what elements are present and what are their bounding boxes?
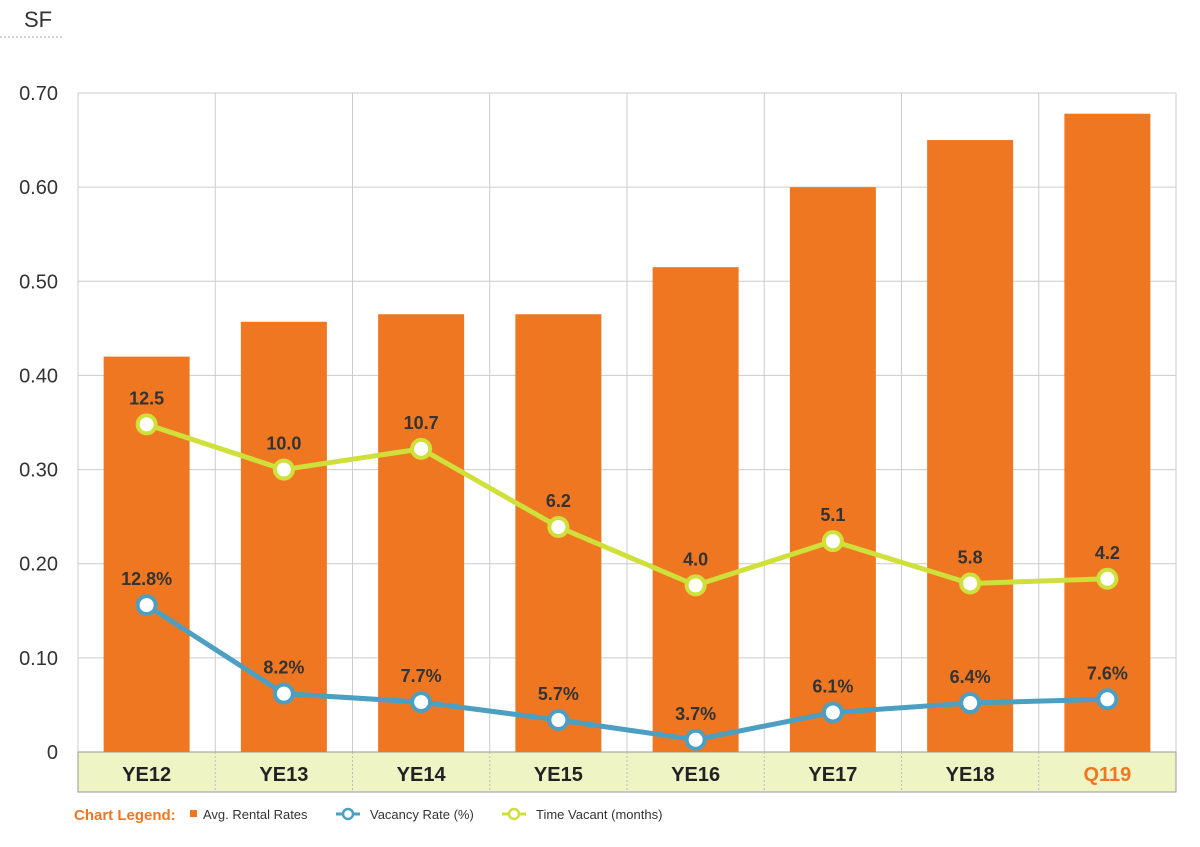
- series-point-time-vacant-months: [1096, 567, 1119, 590]
- legend-marker-time-vacant-months: [507, 807, 521, 821]
- series-point-time-vacant-months: [547, 515, 570, 538]
- series-point-vacancy-rate: [547, 708, 570, 731]
- series-point-vacancy-rate: [272, 682, 295, 705]
- series-point-vacancy-rate: [1096, 688, 1119, 711]
- series-point-vacancy-rate: [959, 692, 982, 715]
- data-label-vacancy-rate: 7.7%: [401, 666, 442, 686]
- data-label-time-vacant-months: 10.0: [266, 434, 301, 454]
- series-point-time-vacant-months: [272, 458, 295, 481]
- x-tick-label: YE14: [397, 764, 447, 786]
- data-label-vacancy-rate: 5.7%: [538, 684, 579, 704]
- data-label-vacancy-rate: 12.8%: [121, 569, 172, 589]
- x-tick-label: YE16: [671, 764, 720, 786]
- series-point-vacancy-rate: [410, 691, 433, 714]
- data-label-vacancy-rate: 6.4%: [950, 667, 991, 687]
- series-line-vacancy-rate: [145, 603, 1108, 743]
- series-point-vacancy-rate: [821, 701, 844, 724]
- legend-label-time-vacant-months: Time Vacant (months): [536, 807, 662, 822]
- y-tick-label: 0.20: [19, 554, 58, 576]
- y-tick-label: 0.60: [19, 177, 58, 199]
- x-tick-label: YE18: [946, 764, 995, 786]
- series-point-vacancy-rate: [135, 594, 158, 617]
- data-label-time-vacant-months: 6.2: [546, 491, 571, 511]
- series-point-time-vacant-months: [684, 574, 707, 597]
- data-label-vacancy-rate: 8.2%: [263, 658, 304, 678]
- x-tick-label: Q119: [1083, 764, 1131, 786]
- legend-label-vacancy-rate: Vacancy Rate (%): [370, 807, 474, 822]
- data-label-time-vacant-months: 10.7: [404, 413, 439, 433]
- series-point-time-vacant-months: [821, 530, 844, 553]
- y-tick-label: 0.40: [19, 365, 58, 387]
- y-tick-label: 0.70: [19, 83, 58, 105]
- y-tick-label: 0.30: [19, 460, 58, 482]
- data-label-vacancy-rate: 7.6%: [1087, 663, 1128, 683]
- data-label-vacancy-rate: 3.7%: [675, 704, 716, 724]
- x-tick-label: YE13: [259, 764, 308, 786]
- series-line-time-vacant-months: [145, 422, 1108, 588]
- bar-ye14: [378, 314, 465, 752]
- data-label-time-vacant-months: 5.1: [820, 505, 845, 525]
- legend-swatch-avg-rental-rates: [190, 810, 197, 817]
- series-point-time-vacant-months: [959, 572, 982, 595]
- y-tick-label: 0: [47, 742, 58, 764]
- series-point-time-vacant-months: [410, 437, 433, 460]
- data-label-time-vacant-months: 4.0: [683, 549, 708, 569]
- x-tick-label: YE15: [534, 764, 583, 786]
- bar-ye16: [652, 267, 739, 752]
- y-tick-label: 0.50: [19, 271, 58, 293]
- bar-ye17: [789, 187, 876, 753]
- bar-q119: [1064, 113, 1151, 752]
- data-label-time-vacant-months: 12.5: [129, 388, 164, 408]
- y-tick-label: 0.10: [19, 648, 58, 670]
- x-tick-label: YE12: [122, 764, 171, 786]
- x-tick-label: YE17: [808, 764, 857, 786]
- data-label-time-vacant-months: 5.8: [958, 547, 983, 567]
- data-label-time-vacant-months: 4.2: [1095, 543, 1120, 563]
- series-point-time-vacant-months: [135, 413, 158, 436]
- legend-title: Chart Legend:: [74, 807, 176, 824]
- legend-label-avg-rental-rates: Avg. Rental Rates: [203, 807, 308, 822]
- data-label-vacancy-rate: 6.1%: [812, 676, 853, 696]
- series-point-vacancy-rate: [684, 728, 707, 751]
- unit-label: SF: [24, 7, 52, 32]
- bar-ye13: [240, 321, 327, 752]
- legend-marker-vacancy-rate: [341, 807, 355, 821]
- bar-ye18: [927, 140, 1014, 753]
